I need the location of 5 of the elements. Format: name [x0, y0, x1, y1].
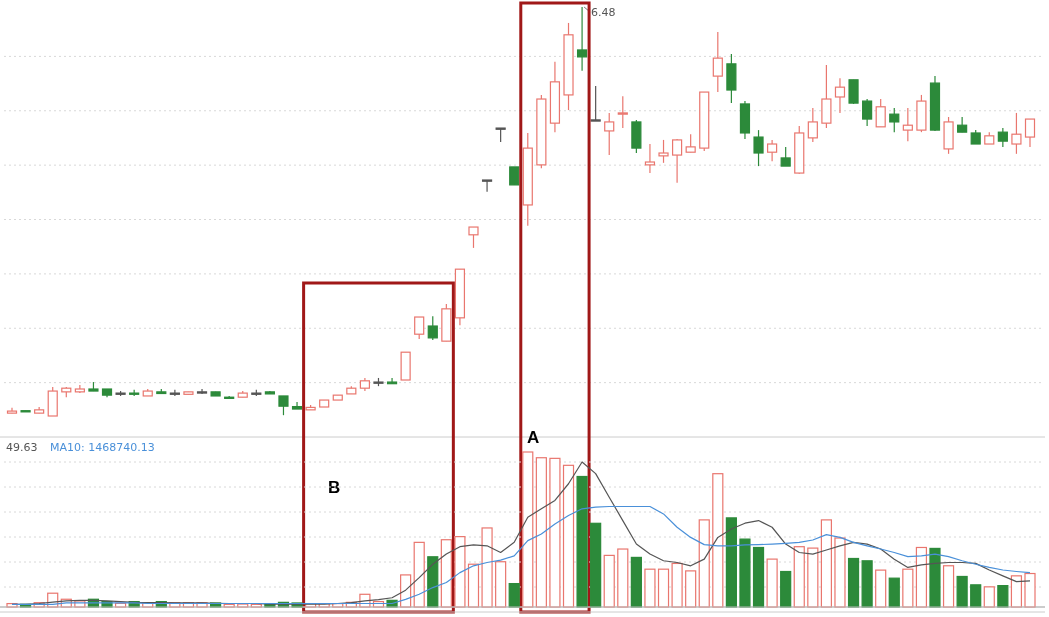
annotation: B: [328, 478, 341, 497]
annotation: 6.48: [591, 6, 616, 19]
text: MA10: 1468740.13: [50, 441, 155, 454]
text: 49.63: [6, 441, 38, 454]
text: A: [527, 428, 540, 447]
